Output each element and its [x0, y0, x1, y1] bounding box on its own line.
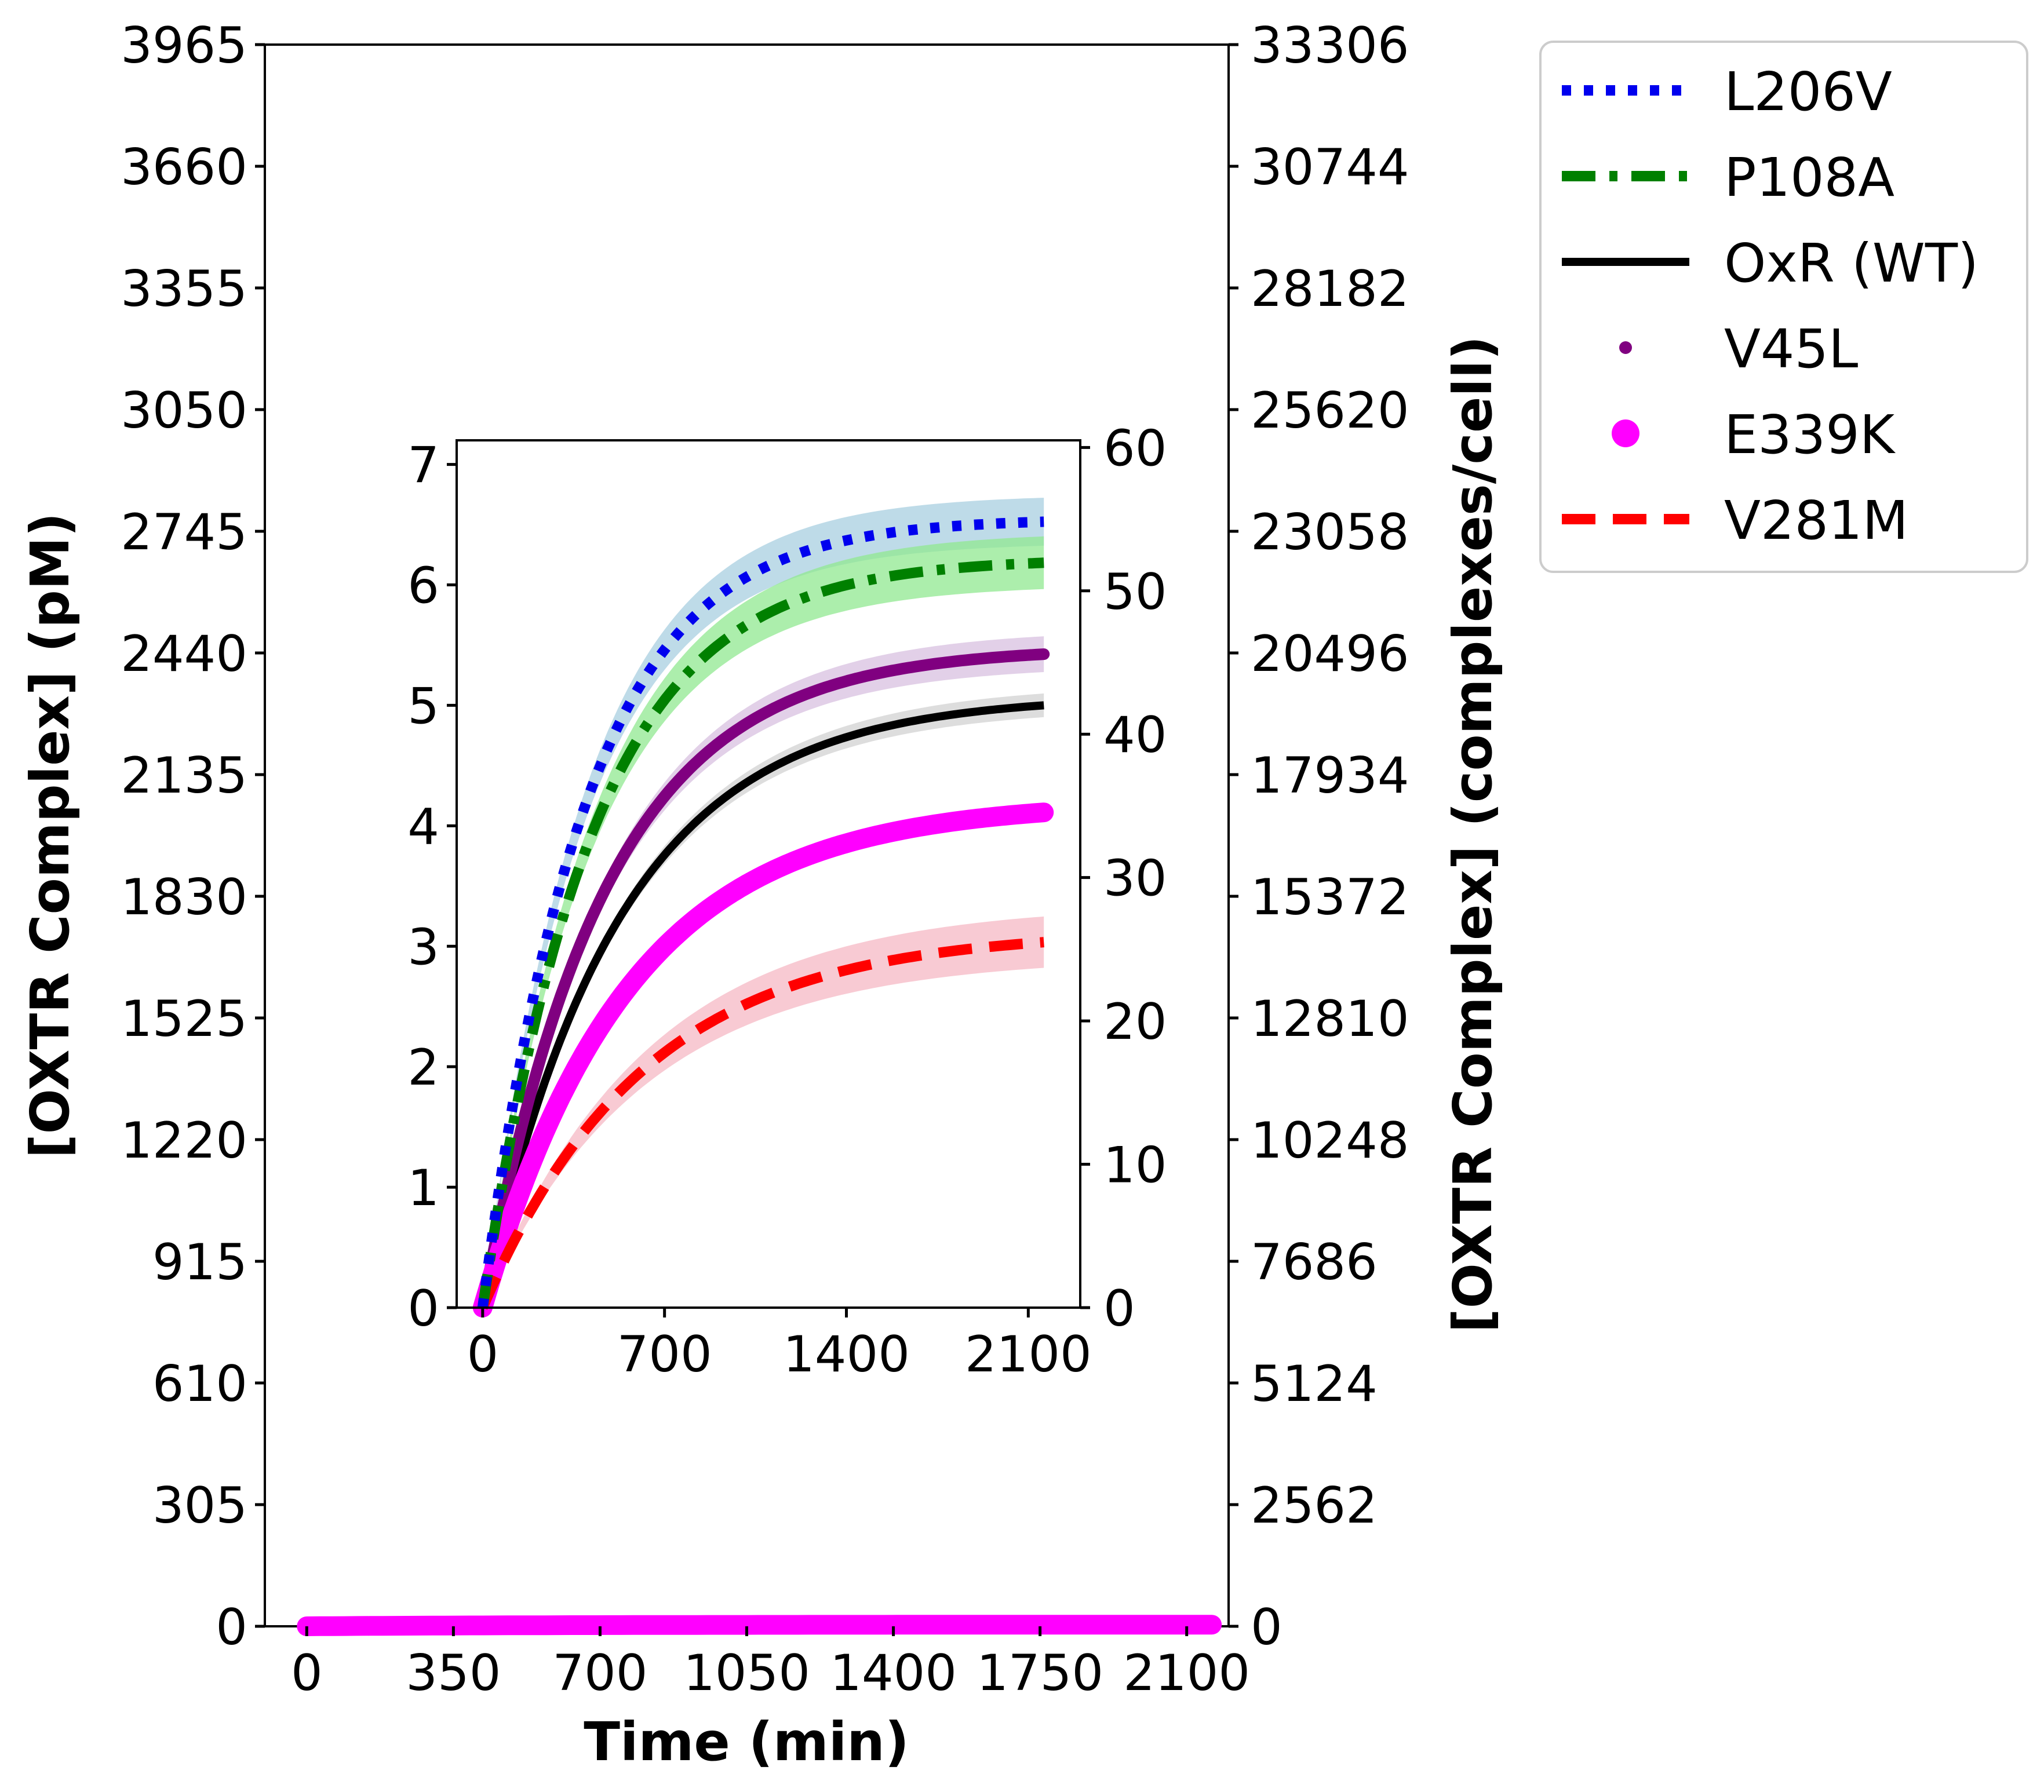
inset-right-tick-label: 20 — [1103, 993, 1167, 1051]
inset-series-p108a — [477, 557, 1045, 1309]
inset-axes: 0 1 2 3 4 5 6 7 0 10 20 30 40 50 60 0 700 1400 2100 — [407, 419, 1167, 1384]
inset-right-tick-label: 30 — [1103, 850, 1167, 908]
inset-left-tick-label: 1 — [407, 1159, 439, 1217]
inset-left-tick-label: 0 — [407, 1280, 439, 1338]
main-x-tick-label: 1050 — [683, 1644, 810, 1702]
legend-label: V45L — [1724, 318, 1858, 380]
inset-series-v45l — [476, 648, 1050, 1313]
main-right-tick-label: 15372 — [1251, 868, 1409, 926]
legend-swatch — [1612, 419, 1639, 447]
main-right-y-axis-title: [OXTR Complex] (complexes/cell) — [1442, 336, 1504, 1333]
main-series-e339k — [297, 1615, 1222, 1636]
legend-label: L206V — [1724, 61, 1892, 123]
inset-series-e339k — [472, 802, 1054, 1317]
inset-series-v281m — [478, 937, 1045, 1310]
inset-right-tick-label: 60 — [1103, 419, 1167, 477]
inset-left-tick-label: 4 — [407, 798, 439, 856]
main-right-tick-label: 33306 — [1251, 17, 1409, 75]
legend-item-v281m: V281M — [1562, 490, 1908, 552]
main-x-axis-title: Time (min) — [584, 1711, 909, 1773]
main-x-tick-label: 1750 — [977, 1644, 1103, 1702]
inset-left-y-ticks: 0 1 2 3 4 5 6 7 — [407, 437, 457, 1338]
main-left-tick-label: 2745 — [121, 503, 247, 561]
main-right-tick-label: 7686 — [1251, 1233, 1378, 1291]
main-x-ticks: 0 350 700 1050 1400 1750 2100 — [291, 1626, 1250, 1702]
inset-band-l206v — [482, 498, 1044, 1308]
inset-x-tick-label: 2100 — [965, 1326, 1092, 1384]
main-left-tick-label: 0 — [216, 1598, 247, 1656]
legend: L206V P108A OxR (WT) V45L E339K V281M — [1539, 41, 2028, 573]
inset-left-tick-label: 7 — [407, 437, 439, 495]
main-right-tick-label: 28182 — [1251, 260, 1409, 318]
inset-x-tick-label: 0 — [467, 1326, 498, 1384]
main-x-tick-label: 700 — [552, 1644, 647, 1702]
main-left-tick-label: 610 — [152, 1355, 247, 1413]
main-axes: 0305610915122015251830213524402745305033… — [19, 17, 1504, 1773]
main-right-tick-label: 23058 — [1251, 503, 1409, 561]
main-right-tick-label: 17934 — [1251, 747, 1409, 805]
main-right-tick-label: 0 — [1251, 1598, 1282, 1656]
main-right-tick-label: 10248 — [1251, 1112, 1409, 1170]
main-series-group — [297, 1615, 1222, 1636]
main-left-tick-label: 1830 — [121, 868, 247, 926]
inset-left-tick-label: 2 — [407, 1039, 439, 1097]
main-x-tick-label: 0 — [291, 1644, 323, 1702]
inset-series-oxr-wt — [478, 701, 1044, 1309]
legend-item-e339k: E339K — [1612, 404, 1896, 466]
main-right-tick-label: 2562 — [1251, 1477, 1378, 1535]
legend-item-p108a: P108A — [1562, 147, 1894, 209]
inset-left-tick-label: 3 — [407, 918, 439, 976]
inset-plot-frame — [456, 439, 1081, 1309]
main-left-y-axis-title: [OXTR Complex] (pM) — [19, 513, 81, 1159]
inset-series-lines — [472, 516, 1054, 1317]
legend-label: E339K — [1724, 404, 1896, 466]
main-left-y-ticks: 0 305 610 915 1220 1525 1830 2135 2440 2745 3050 33… — [121, 17, 265, 1656]
main-left-tick-label: 2135 — [121, 747, 247, 805]
main-left-tick-label: 1220 — [121, 1112, 247, 1170]
main-right-tick-label: 20496 — [1251, 625, 1409, 683]
main-x-tick-label: 350 — [406, 1644, 501, 1702]
legend-item-oxr-wt: OxR (WT) — [1562, 232, 1979, 294]
main-right-y-ticks: 0 2562 5124 7686 10248 12810 15372 17934 20496 23… — [1229, 17, 1409, 1656]
inset-left-tick-label: 5 — [407, 677, 439, 735]
inset-series-l206v — [477, 516, 1045, 1309]
legend-swatch — [1619, 341, 1632, 354]
main-right-tick-label: 12810 — [1251, 990, 1409, 1048]
legend-items: L206V P108A OxR (WT) V45L E339K V281M — [1562, 61, 1979, 552]
main-left-tick-label: 3965 — [121, 17, 247, 75]
inset-right-y-ticks: 0 10 20 30 40 50 60 — [1080, 419, 1167, 1338]
main-left-tick-label: 305 — [152, 1477, 247, 1535]
inset-x-ticks: 0 700 1400 2100 — [467, 1308, 1092, 1384]
inset-right-tick-label: 0 — [1103, 1280, 1135, 1338]
main-right-tick-label: 30744 — [1251, 138, 1409, 196]
inset-right-tick-label: 50 — [1103, 563, 1167, 621]
legend-item-l206v: L206V — [1562, 61, 1892, 123]
main-left-tick-label: 3660 — [121, 138, 247, 196]
main-right-tick-label: 25620 — [1251, 382, 1409, 440]
inset-right-tick-label: 40 — [1103, 706, 1167, 764]
legend-label: P108A — [1724, 147, 1894, 209]
legend-label: OxR (WT) — [1724, 232, 1979, 294]
inset-x-tick-label: 700 — [617, 1326, 712, 1384]
legend-item-v45l: V45L — [1619, 318, 1858, 380]
main-right-tick-label: 5124 — [1251, 1355, 1378, 1413]
main-left-tick-label: 3355 — [121, 260, 247, 318]
legend-label: V281M — [1724, 490, 1908, 552]
main-left-tick-label: 2440 — [121, 625, 247, 683]
inset-x-tick-label: 1400 — [783, 1326, 910, 1384]
main-x-tick-label: 2100 — [1123, 1644, 1250, 1702]
main-left-tick-label: 1525 — [121, 990, 247, 1048]
main-left-tick-label: 915 — [152, 1233, 247, 1291]
main-x-tick-label: 1400 — [830, 1644, 957, 1702]
main-left-tick-label: 3050 — [121, 382, 247, 440]
inset-left-tick-label: 6 — [407, 557, 439, 615]
inset-right-tick-label: 10 — [1103, 1137, 1167, 1195]
